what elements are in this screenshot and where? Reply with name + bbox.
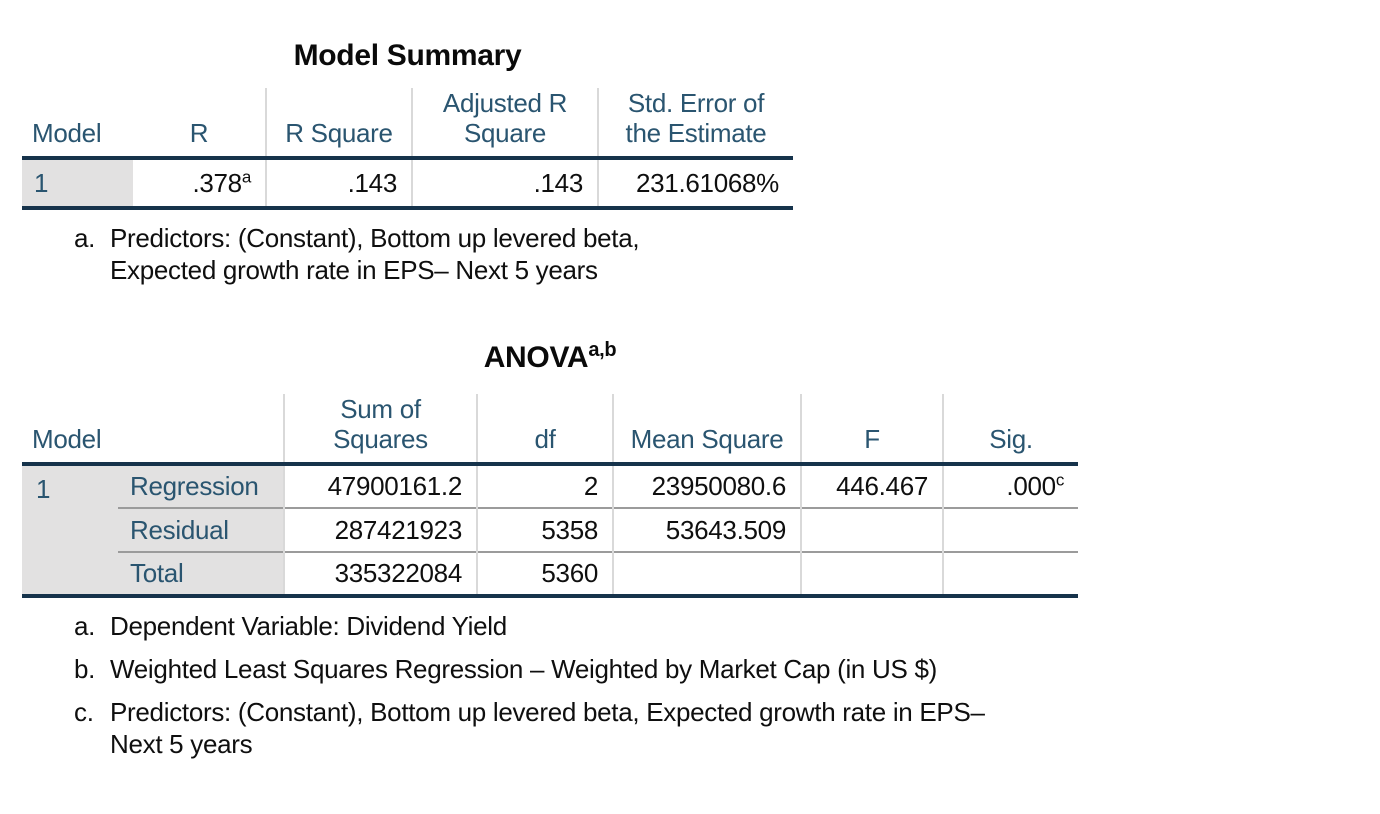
cell-model-number: 1 — [22, 464, 118, 596]
col-header-model: Model — [22, 88, 133, 160]
col-header-mean-square: Mean Square — [612, 394, 802, 466]
sig-footnote-sup: c — [1055, 470, 1065, 490]
anova-row-residual: Residual 287421923 5358 53643.509 — [22, 507, 1079, 552]
cell-f: 446.467 — [800, 464, 944, 508]
anova-table: Model Sum of Squares df Mean Square F Si… — [22, 394, 1079, 598]
col-header-f: F — [800, 394, 944, 466]
cell-std-error-value: 231.61068% — [597, 158, 793, 208]
col-header-r-square: R Square — [265, 88, 412, 160]
cell-row-label: Total — [118, 551, 285, 596]
cell-df: 5360 — [476, 551, 614, 596]
anova-footnotes: a. Dependent Variable: Dividend Yield b.… — [74, 610, 1078, 760]
cell-model-number: 1 — [22, 158, 133, 208]
cell-r-value: .378a — [192, 166, 251, 198]
cell-f — [800, 551, 944, 596]
cell-mean-square — [612, 551, 802, 596]
model-summary-header-row: Model R R Square Adjusted R Square Std. … — [22, 88, 793, 160]
anova-title: ANOVAa,b — [483, 339, 617, 374]
cell-adjusted-r-square-value: .143 — [411, 158, 598, 208]
model-summary-footnotes: a. Predictors: (Constant), Bottom up lev… — [74, 222, 793, 286]
col-header-sig: Sig. — [942, 394, 1079, 466]
anova-row-regression: 1 Regression 47900161.2 2 23950080.6 446… — [22, 464, 1079, 596]
model-summary-data-row: 1 .378a .143 .143 231.61068% — [22, 158, 793, 208]
cell-f — [800, 507, 944, 552]
footnote-text: Predictors: (Constant), Bottom up levere… — [110, 223, 640, 285]
anova-header-row: Model Sum of Squares df Mean Square F Si… — [22, 394, 1079, 466]
cell-r-square-value: .143 — [265, 158, 412, 208]
cell-mean-square: 23950080.6 — [612, 464, 802, 508]
col-header-r: R — [133, 88, 266, 160]
cell-mean-square: 53643.509 — [612, 507, 802, 552]
anova-section: ANOVAa,b Model Sum of Squares df Mean Sq… — [22, 339, 1079, 771]
cell-sig — [942, 507, 1079, 552]
footnote-text: Predictors: (Constant), Bottom up levere… — [110, 697, 985, 759]
r-footnote-sup: a — [241, 166, 251, 186]
model-summary-table: Model R R Square Adjusted R Square Std. … — [22, 88, 793, 210]
cell-row-label: Residual — [118, 507, 285, 552]
footnote-c: c. Predictors: (Constant), Bottom up lev… — [74, 696, 1078, 760]
footnote-marker: a. — [74, 223, 96, 253]
cell-row-label: Regression — [118, 464, 285, 508]
cell-sig: .000c — [942, 464, 1079, 508]
footnote-b: b. Weighted Least Squares Regression – W… — [74, 653, 1078, 685]
col-header-sum-of-squares: Sum of Squares — [283, 394, 478, 466]
footnote-marker: c. — [74, 697, 94, 727]
footnote-marker: b. — [74, 654, 96, 684]
cell-df: 5358 — [476, 507, 614, 552]
col-header-model: Model — [22, 394, 285, 466]
cell-sum-of-squares: 47900161.2 — [283, 464, 478, 508]
cell-df: 2 — [476, 464, 614, 508]
model-summary-section: Model Summary Model R R Square Adjusted … — [22, 38, 793, 297]
col-header-df: df — [476, 394, 614, 466]
cell-sum-of-squares: 287421923 — [283, 507, 478, 552]
model-summary-title: Model Summary — [293, 39, 522, 72]
footnote-a: a. Predictors: (Constant), Bottom up lev… — [74, 222, 793, 286]
footnote-a: a. Dependent Variable: Dividend Yield — [74, 610, 1078, 642]
anova-row-total: Total 335322084 5360 — [22, 551, 1079, 596]
footnote-marker: a. — [74, 611, 96, 641]
cell-sum-of-squares: 335322084 — [283, 551, 478, 596]
cell-sig — [942, 551, 1079, 596]
col-header-adjusted-r-square: Adjusted R Square — [411, 88, 598, 160]
footnote-text: Weighted Least Squares Regression – Weig… — [110, 654, 937, 684]
footnote-text: Dependent Variable: Dividend Yield — [110, 611, 507, 641]
col-header-std-error: Std. Error of the Estimate — [597, 88, 793, 160]
anova-title-sup: a,b — [588, 339, 617, 361]
